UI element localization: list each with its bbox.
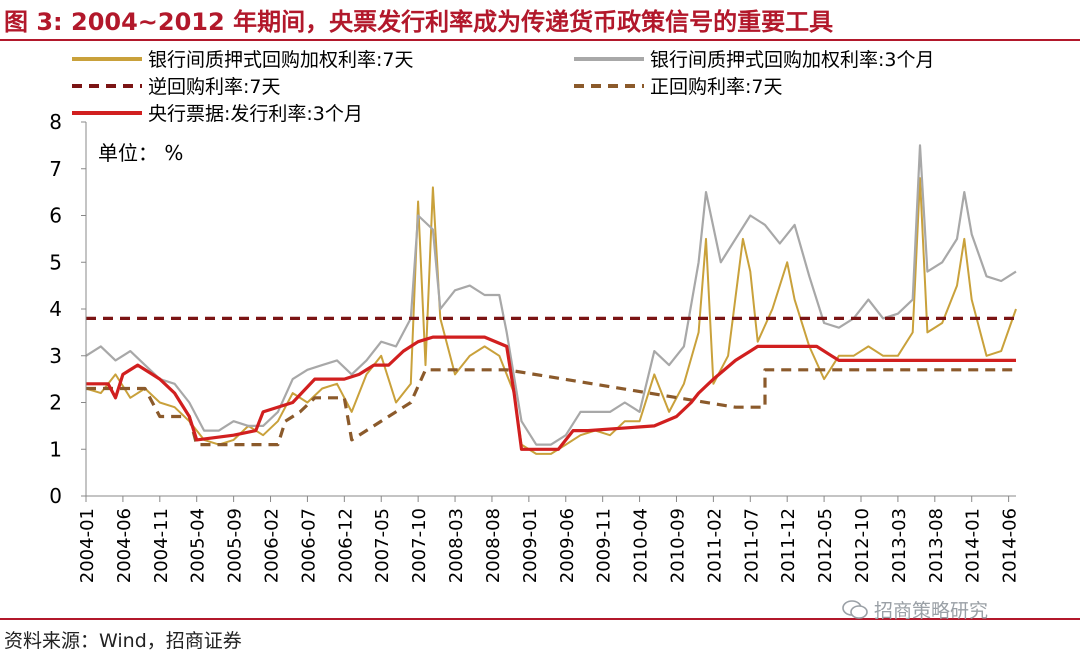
watermark-text: 招商策略研究 <box>874 600 989 622</box>
x-tick-label: 2006-07 <box>298 508 319 583</box>
legend-label-repo3m: 银行间质押式回购加权利率:3个月 <box>650 49 935 71</box>
x-tick-label: 2006-12 <box>335 508 356 583</box>
title-rule <box>0 39 1080 41</box>
plot-series <box>85 144 1017 455</box>
figure-title: 图 3: 2004~2012 年期间，央票发行利率成为传递货币政策信号的重要工具 <box>4 8 834 36</box>
y-tick-label: 4 <box>49 297 62 321</box>
x-tick-label: 2010-09 <box>667 508 688 583</box>
x-tick-label: 2008-08 <box>483 508 504 583</box>
legend-label-repo7d: 银行间质押式回购加权利率:7天 <box>148 49 414 71</box>
x-tick-label: 2004-01 <box>77 508 98 583</box>
series-line-repo3m <box>85 144 1017 446</box>
x-tick-label: 2004-11 <box>151 508 172 583</box>
x-tick-label: 2013-03 <box>889 508 910 583</box>
legend-label-reverse-repo: 逆回购利率:7天 <box>148 76 281 98</box>
y-tick-label: 6 <box>49 204 62 228</box>
line-chart: 银行间质押式回购加权利率:7天 银行间质押式回购加权利率:3个月 逆回购利率:7… <box>49 49 1020 583</box>
series-line-cb-bill <box>86 335 1016 451</box>
y-tick-label: 3 <box>49 344 62 368</box>
chart-legend: 银行间质押式回购加权利率:7天 银行间质押式回购加权利率:3个月 逆回购利率:7… <box>72 49 935 125</box>
x-tick-label: 2012-10 <box>852 508 873 583</box>
series-line-forward-repo <box>86 368 1016 447</box>
x-tick-label: 2009-06 <box>557 508 578 583</box>
x-tick-label: 2014-06 <box>1000 508 1021 583</box>
x-tick-label: 2010-04 <box>631 508 652 583</box>
y-tick-label: 0 <box>49 484 62 508</box>
x-tick-label: 2004-06 <box>114 508 135 583</box>
y-tick-label: 7 <box>49 157 62 181</box>
x-tick-label: 2011-02 <box>704 508 725 583</box>
watermark: 招商策略研究 <box>842 596 988 623</box>
x-tick-label: 2007-05 <box>372 508 393 583</box>
legend-label-cb-bill: 央行票据:发行利率:3个月 <box>148 103 363 125</box>
x-tick-label: 2014-01 <box>963 508 984 583</box>
footer-rule <box>0 618 1080 620</box>
x-tick-label: 2007-10 <box>409 508 430 583</box>
series-line-repo7d <box>85 177 1017 455</box>
x-tick-label: 2012-05 <box>815 508 836 583</box>
y-tick-label: 1 <box>49 437 62 461</box>
source-note: 资料来源：Wind，招商证券 <box>4 630 242 652</box>
x-tick-label: 2009-01 <box>520 508 541 583</box>
y-tick-label: 2 <box>49 391 62 415</box>
y-tick-label: 8 <box>49 110 62 134</box>
x-tick-label: 2009-11 <box>594 508 615 583</box>
x-tick-label: 2008-03 <box>446 508 467 583</box>
x-tick-label: 2005-09 <box>225 508 246 583</box>
x-tick-label: 2006-02 <box>262 508 283 583</box>
legend-label-forward-repo: 正回购利率:7天 <box>650 76 783 98</box>
x-tick-label: 2011-12 <box>778 508 799 583</box>
wechat-icon <box>842 599 868 620</box>
x-tick-label: 2005-04 <box>188 508 209 583</box>
x-tick-label: 2011-07 <box>741 508 762 583</box>
x-tick-label: 2013-08 <box>926 508 947 583</box>
unit-label: 单位： % <box>98 141 183 165</box>
chart-axes: 0 1 2 3 4 5 6 7 8 2004-01 2004-06 2004-11 2005-04 200… <box>49 110 1020 583</box>
y-tick-label: 5 <box>49 250 62 274</box>
